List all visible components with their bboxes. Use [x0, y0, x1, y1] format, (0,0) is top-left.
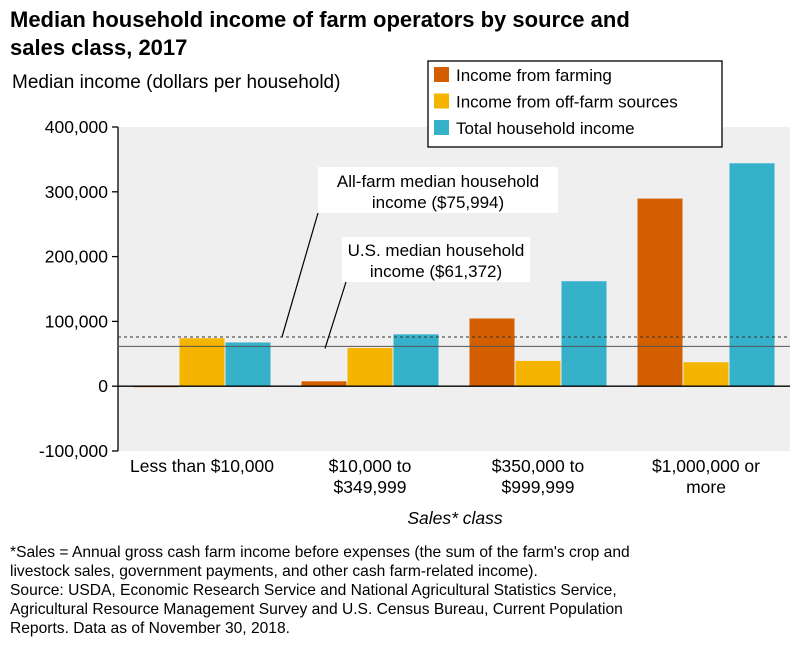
footnote-line-2: livestock sales, government payments, an…: [10, 563, 538, 580]
us-annotation-line-2: income ($61,372): [370, 262, 502, 281]
bar: [469, 318, 515, 387]
chart-title-line-2: sales class, 2017: [10, 35, 188, 60]
bar: [179, 338, 225, 387]
bar: [515, 360, 561, 387]
all-farm-annotation-line-1: All-farm median household: [337, 172, 539, 191]
legend-swatch: [434, 67, 449, 82]
x-axis-title: Sales* class: [407, 508, 503, 528]
x-category-label: $1,000,000 or: [652, 456, 760, 476]
chart-title: Median household income of farm operator…: [10, 6, 800, 62]
y-tick-label: 100,000: [45, 311, 109, 331]
legend-label: Total household income: [456, 119, 635, 138]
bar-chart: 400,000 300,000 200,000 100,000 0 -100,000 All…: [39, 60, 790, 528]
bar: [225, 342, 271, 387]
x-category-label: $350,000 to: [492, 456, 584, 476]
us-annotation-box: [342, 237, 530, 282]
x-category-label: $349,999: [334, 477, 407, 497]
bar: [393, 334, 439, 387]
us-annotation-line-1: U.S. median household: [348, 241, 525, 260]
y-tick-label: 400,000: [45, 117, 109, 137]
chart-title-line-1: Median household income of farm operator…: [10, 7, 630, 32]
x-category-label: Less than $10,000: [130, 456, 274, 476]
legend-swatch: [434, 93, 449, 109]
footnote-line-4: Agricultural Resource Management Survey …: [10, 601, 623, 618]
legend-swatch: [434, 120, 449, 135]
y-axis-title: Median income (dollars per household): [12, 72, 341, 93]
all-farm-annotation-leader: [281, 212, 319, 338]
bar: [561, 281, 607, 387]
footnote-line-5: Reports. Data as of November 30, 2018.: [10, 620, 290, 637]
footnote: *Sales = Annual gross cash farm income b…: [10, 543, 800, 638]
x-category-label: $999,999: [502, 477, 575, 497]
footnote-line-3: Source: USDA, Economic Research Service …: [10, 582, 617, 599]
legend-label: Income from farming: [456, 66, 612, 85]
bar: [683, 362, 729, 387]
us-annotation-leader: [324, 281, 347, 349]
y-tick-label: 300,000: [45, 182, 109, 202]
bar: [637, 198, 683, 387]
all-farm-annotation-line-2: income ($75,994): [372, 193, 504, 212]
y-tick-label: -100,000: [39, 441, 108, 461]
all-farm-annotation-box: [318, 167, 558, 213]
legend-box: [427, 60, 723, 148]
x-category-label: more: [686, 477, 726, 497]
legend-label: Income from off-farm sources: [456, 93, 678, 112]
x-category-label: $10,000 to: [329, 456, 412, 476]
bar: [729, 163, 775, 387]
y-tick-label: 200,000: [45, 247, 109, 267]
bar: [301, 381, 347, 387]
footnote-line-1: *Sales = Annual gross cash farm income b…: [10, 544, 630, 561]
y-tick-label: 0: [98, 376, 108, 396]
bar: [347, 347, 393, 387]
